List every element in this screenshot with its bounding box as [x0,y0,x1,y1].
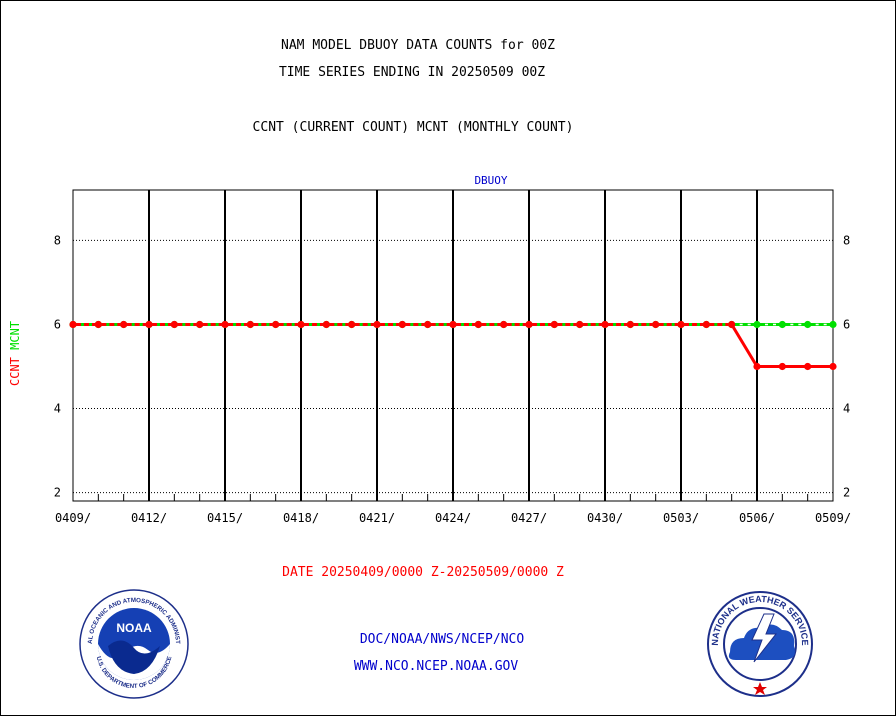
footer-line-1: DOC/NOAA/NWS/NCEP/NCO [359,632,525,647]
y-axis-label: CCNT MCNT [8,321,22,386]
chart-description: CCNT (CURRENT COUNT) MCNT (MONTHLY COUNT… [252,120,574,135]
point-mcnt [753,320,761,329]
y-tick-label-right: 8 [843,233,850,247]
point-ccnt [778,362,786,371]
point-ccnt [272,320,280,329]
x-tick-label: 0506/ [739,511,775,525]
point-ccnt [94,320,102,329]
point-ccnt [398,320,406,329]
y-axis-label-mcnt: MCNT [8,321,22,357]
chart-subtitle: TIME SERIES ENDING IN 20250509 00Z [278,65,546,80]
point-ccnt [576,320,584,329]
y-tick-label-left: 8 [54,233,61,247]
point-ccnt [297,320,305,329]
x-tick-label: 0412/ [131,511,167,525]
y-tick-label-left: 6 [54,317,61,331]
point-ccnt [753,362,761,371]
point-ccnt [829,362,837,371]
y-axis-label-ccnt: CCNT [8,357,22,386]
noaa-logo: NOAA NATIONAL OCEANIC AND ATMOSPHERIC AD… [78,588,189,699]
x-tick-label: 0421/ [359,511,395,525]
point-ccnt [322,320,330,329]
panel-title: DBUOY [474,174,507,187]
x-axis-label: DATE 20250409/0000 Z-20250509/0000 Z [282,565,564,580]
point-ccnt [677,320,685,329]
point-mcnt [829,320,837,329]
point-ccnt [601,320,609,329]
x-tick-label: 0430/ [587,511,623,525]
footer-line-2: WWW.NCO.NCEP.NOAA.GOV [353,659,519,674]
point-ccnt [474,320,482,329]
noaa-logo-text: NOAA [116,621,152,635]
y-tick-label-right: 2 [843,486,850,500]
chart-title: NAM MODEL DBUOY DATA COUNTS for 00Z [281,38,555,53]
nws-logo: NATIONAL WEATHER SERVICE [707,591,813,697]
point-ccnt [550,320,558,329]
point-ccnt [728,320,736,329]
point-ccnt [221,320,229,329]
y-tick-label-left: 2 [54,486,61,500]
x-tick-label: 0503/ [663,511,699,525]
x-tick-label: 0424/ [435,511,471,525]
point-ccnt [702,320,710,329]
point-ccnt [145,320,153,329]
point-ccnt [196,320,204,329]
point-ccnt [120,320,128,329]
point-ccnt [373,320,381,329]
x-tick-label: 0509/ [815,511,851,525]
point-mcnt [804,320,812,329]
point-ccnt [424,320,432,329]
point-ccnt [348,320,356,329]
x-tick-label: 0409/ [55,511,91,525]
point-ccnt [626,320,634,329]
point-ccnt [525,320,533,329]
x-tick-label: 0418/ [283,511,319,525]
point-ccnt [246,320,254,329]
y-tick-label-right: 4 [843,402,850,416]
point-ccnt [500,320,508,329]
point-ccnt [652,320,660,329]
x-tick-label: 0415/ [207,511,243,525]
y-tick-label-right: 6 [843,317,850,331]
point-ccnt [804,362,812,371]
y-tick-label-left: 4 [54,402,61,416]
x-tick-label: 0427/ [511,511,547,525]
point-ccnt [170,320,178,329]
point-mcnt [778,320,786,329]
point-ccnt [449,320,457,329]
point-ccnt [69,320,77,329]
